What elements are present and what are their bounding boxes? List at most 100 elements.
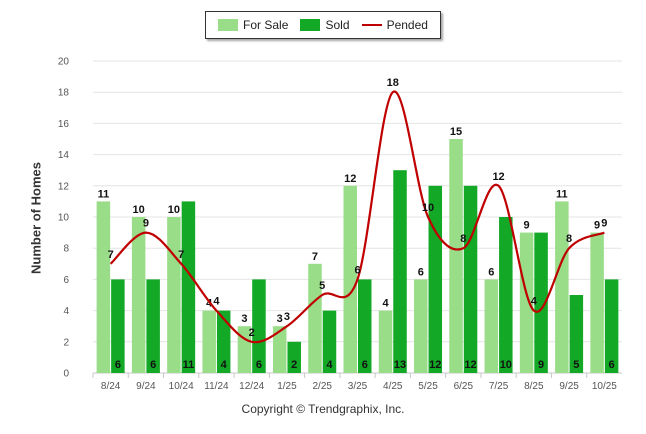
x-tick-label: 8/25 xyxy=(524,381,544,392)
legend-item-sold[interactable]: Sold xyxy=(300,18,350,32)
data-label-sold: 6 xyxy=(609,359,615,371)
data-label-sold: 13 xyxy=(394,359,406,371)
for-sale-swatch-icon xyxy=(218,19,239,31)
bar-for-sale xyxy=(414,279,428,373)
bar-sold xyxy=(146,279,160,373)
x-tick-label: 5/25 xyxy=(418,381,438,392)
bar-sold xyxy=(216,310,231,373)
y-tick-label: 8 xyxy=(63,244,69,255)
y-tick-label: 20 xyxy=(58,57,70,68)
bar-sold xyxy=(604,279,619,373)
x-tick-label: 10/24 xyxy=(169,381,194,392)
data-label-pended: 5 xyxy=(319,280,325,292)
x-tick-label: 2/25 xyxy=(312,381,332,392)
data-label-sold: 4 xyxy=(326,359,333,371)
data-label-pended: 8 xyxy=(460,233,466,245)
bar-sold xyxy=(322,310,337,373)
bar-sold xyxy=(499,217,513,373)
bar-sold xyxy=(534,232,548,373)
legend-label-sold: Sold xyxy=(325,18,350,32)
data-label-pended: 8 xyxy=(566,233,572,245)
bar-for-sale xyxy=(167,217,181,373)
data-label-sold: 6 xyxy=(115,359,121,371)
bar-sold xyxy=(252,279,266,373)
data-label-sold: 9 xyxy=(538,359,544,371)
data-label-sold: 12 xyxy=(429,359,441,371)
data-label-pended: 4 xyxy=(531,296,538,308)
legend-item-pended[interactable]: Pended xyxy=(361,18,428,32)
bar-for-sale xyxy=(96,201,111,373)
sold-swatch-icon xyxy=(300,19,321,31)
data-label-for-sale: 9 xyxy=(524,220,530,232)
bar-sold xyxy=(428,185,443,373)
x-tick-label: 11/24 xyxy=(204,381,229,392)
data-label-pended: 2 xyxy=(249,327,255,339)
copyright-text: Copyright © Trendgraphix, Inc. xyxy=(241,402,405,416)
x-tick-label: 9/24 xyxy=(136,381,156,392)
data-label-for-sale: 6 xyxy=(418,266,424,278)
x-tick-label: 12/24 xyxy=(239,381,264,392)
bar-sold xyxy=(393,170,407,373)
bar-for-sale xyxy=(519,232,534,373)
bar-for-sale xyxy=(590,232,604,373)
data-label-for-sale: 11 xyxy=(98,188,110,200)
data-label-for-sale: 3 xyxy=(241,313,247,325)
data-label-sold: 6 xyxy=(256,359,262,371)
x-tick-label: 7/25 xyxy=(489,381,509,392)
legend-item-for-sale[interactable]: For Sale xyxy=(218,18,288,32)
pended-line-swatch-icon xyxy=(361,24,382,26)
data-label-pended: 3 xyxy=(284,311,290,323)
y-tick-label: 2 xyxy=(63,337,69,348)
data-label-for-sale: 4 xyxy=(382,298,389,310)
data-label-for-sale: 15 xyxy=(450,126,462,138)
data-label-pended: 7 xyxy=(108,249,114,261)
data-label-sold: 11 xyxy=(183,359,195,371)
bar-for-sale xyxy=(131,217,146,373)
bar-sold xyxy=(358,279,372,373)
x-tick-label: 10/25 xyxy=(592,381,617,392)
bar-for-sale xyxy=(555,201,569,373)
data-label-pended: 6 xyxy=(354,264,360,276)
data-label-sold: 2 xyxy=(291,359,297,371)
data-label-pended: 7 xyxy=(178,249,184,261)
bar-sold xyxy=(181,201,196,373)
y-tick-label: 0 xyxy=(63,369,69,380)
bar-for-sale xyxy=(202,310,216,373)
data-label-for-sale: 6 xyxy=(488,266,494,278)
data-label-for-sale: 12 xyxy=(344,173,356,185)
bar-for-sale xyxy=(237,326,252,373)
data-label-sold: 4 xyxy=(221,359,228,371)
x-tick-label: 3/25 xyxy=(348,381,368,392)
bar-for-sale xyxy=(343,185,357,373)
y-tick-label: 18 xyxy=(58,88,70,99)
data-label-pended: 18 xyxy=(387,77,399,89)
x-tick-label: 6/25 xyxy=(454,381,474,392)
y-tick-label: 16 xyxy=(58,119,70,130)
y-tick-label: 14 xyxy=(58,150,70,161)
bar-for-sale xyxy=(449,139,463,373)
data-label-sold: 6 xyxy=(150,359,156,371)
legend-label-for-sale: For Sale xyxy=(243,18,289,32)
bar-sold xyxy=(287,341,301,373)
bar-for-sale xyxy=(484,279,499,373)
legend: For Sale Sold Pended xyxy=(205,11,441,39)
x-tick-label: 9/25 xyxy=(559,381,579,392)
y-tick-label: 4 xyxy=(63,306,69,317)
y-tick-label: 10 xyxy=(58,213,70,224)
data-label-pended: 4 xyxy=(213,296,220,308)
data-label-for-sale: 10 xyxy=(168,204,180,216)
data-label-for-sale: 9 xyxy=(594,220,600,232)
data-label-pended: 9 xyxy=(601,218,607,230)
data-label-for-sale: 11 xyxy=(556,188,568,200)
bar-sold xyxy=(463,185,478,373)
data-label-pended: 10 xyxy=(422,202,434,214)
y-tick-label: 6 xyxy=(63,275,69,286)
bar-sold xyxy=(569,295,584,373)
bar-for-sale xyxy=(378,310,393,373)
data-label-for-sale: 3 xyxy=(277,313,283,325)
data-label-sold: 10 xyxy=(500,359,512,371)
data-label-sold: 5 xyxy=(573,359,579,371)
legend-label-pended: Pended xyxy=(386,18,428,32)
x-tick-label: 8/24 xyxy=(101,381,121,392)
